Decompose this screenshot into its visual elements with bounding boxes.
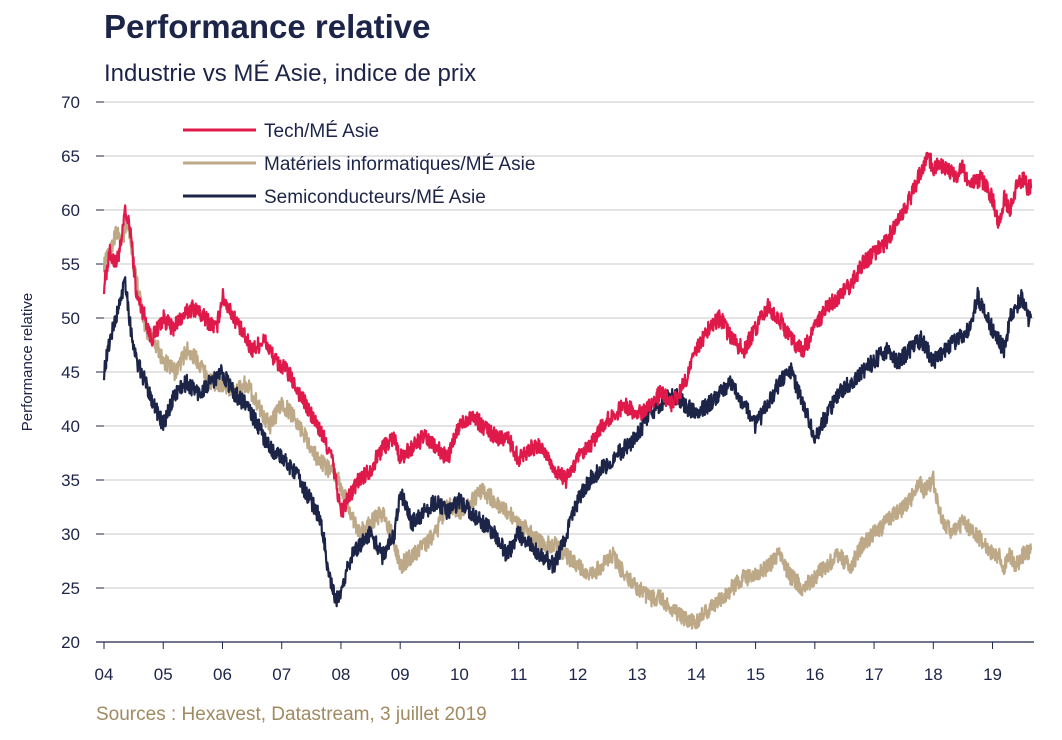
- y-tick-labels: 20 25 30 35 40 45 50 55 60 65 70: [61, 93, 80, 652]
- y-tick-label: 25: [61, 579, 80, 598]
- y-tick-label: 65: [61, 147, 80, 166]
- x-tick-label: 17: [865, 665, 884, 684]
- x-tick-label: 19: [983, 665, 1002, 684]
- x-tick-label: 11: [510, 665, 528, 684]
- legend: Tech/MÉ Asie Matériels informatiques/MÉ A…: [183, 121, 535, 208]
- x-tick-label: 15: [746, 665, 765, 684]
- y-tick-label: 45: [61, 363, 80, 382]
- y-tick-label: 70: [61, 93, 80, 112]
- source-note: Sources : Hexavest, Datastream, 3 juille…: [96, 704, 487, 725]
- x-tick-label: 10: [450, 665, 469, 684]
- x-tick-label: 08: [331, 665, 350, 684]
- legend-entry-2: Semiconducteurs/MÉ Asie: [264, 187, 486, 208]
- series-line-2: [102, 276, 1033, 608]
- x-tick-label: 07: [272, 665, 291, 684]
- x-tick-label: 16: [805, 665, 824, 684]
- series-line-0: [102, 151, 1033, 518]
- x-tick-label: 05: [154, 665, 173, 684]
- y-tick-label: 35: [61, 471, 80, 490]
- chart-subtitle: Industrie vs MÉ Asie, indice de prix: [104, 60, 477, 87]
- y-tick-label: 30: [61, 525, 80, 544]
- y-tick-label: 55: [61, 255, 80, 274]
- x-tick-label: 12: [568, 665, 587, 684]
- y-tick-label: 50: [61, 309, 80, 328]
- x-tick-label: 18: [924, 665, 943, 684]
- x-tick-label: 04: [95, 665, 114, 684]
- axes: [96, 101, 1034, 649]
- y-tick-label: 60: [61, 201, 80, 220]
- series-line-1: [102, 216, 1033, 630]
- series-lines: [102, 151, 1033, 630]
- y-tick-label: 40: [61, 417, 80, 436]
- x-tick-labels: 04 05 06 07 08 09 10 11 12 13 14 15 16 17 18 19: [95, 665, 1002, 684]
- y-tick-label: 20: [61, 633, 80, 652]
- y-axis-label: Performance relative: [19, 293, 36, 431]
- gridlines: [104, 101, 1034, 589]
- legend-entry-1: Matériels informatiques/MÉ Asie: [264, 154, 535, 175]
- x-tick-label: 06: [213, 665, 232, 684]
- legend-entry-0: Tech/MÉ Asie: [264, 121, 379, 142]
- chart-title: Performance relative: [104, 8, 431, 45]
- x-tick-label: 13: [628, 665, 647, 684]
- x-tick-label: 14: [687, 665, 706, 684]
- x-tick-label: 09: [391, 665, 410, 684]
